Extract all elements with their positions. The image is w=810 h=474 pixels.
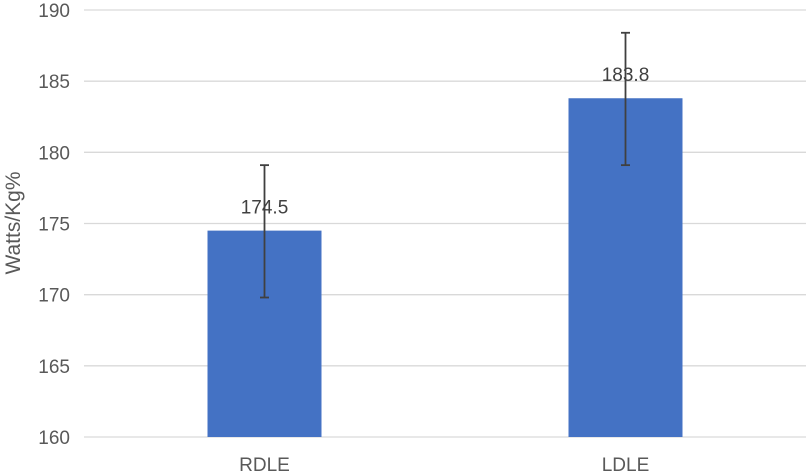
y-tick-label: 180 [38,143,70,164]
error-bar-rdle [260,164,269,299]
y-tick-label: 175 [38,215,70,236]
y-tick-label: 185 [38,72,70,93]
data-labels: 174.5 183.8 [241,65,650,218]
x-category-label: RDLE [239,455,290,474]
y-tick-label: 190 [38,1,70,22]
x-axis-categories: RDLE LDLE [239,455,649,474]
error-bars [260,31,630,299]
gridlines [84,9,806,438]
data-label-ldle: 183.8 [602,65,650,86]
bars [207,98,683,437]
y-tick-label: 165 [38,357,70,378]
y-axis-ticks: 160 165 170 175 180 185 190 [38,1,70,449]
x-category-label: LDLE [602,455,650,474]
y-tick-label: 170 [38,286,70,307]
y-tick-label: 160 [38,428,70,449]
error-bar-ldle [621,31,630,167]
data-label-rdle: 174.5 [241,198,289,219]
y-axis-title: Watts/Kg% [2,171,25,274]
